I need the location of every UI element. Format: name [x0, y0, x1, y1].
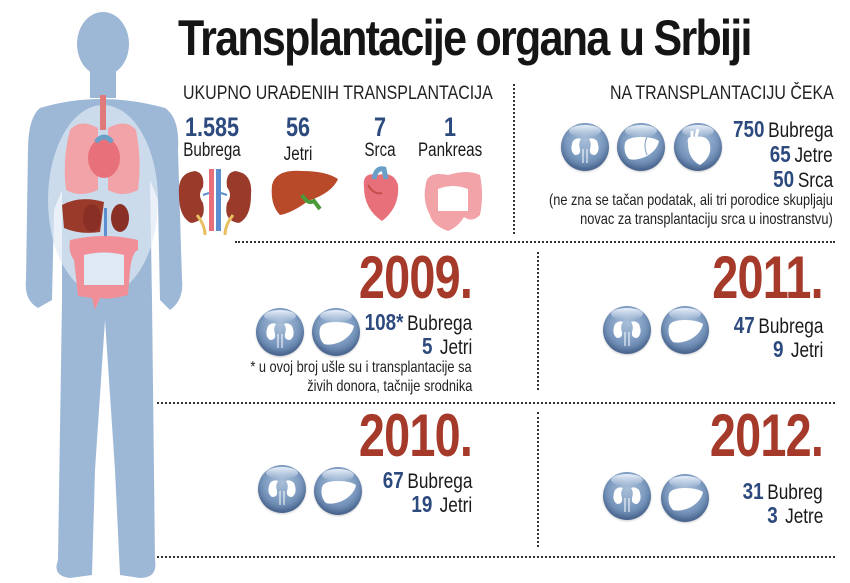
- kidney-bubble-icon: [561, 123, 609, 171]
- divider-vertical-top: [513, 84, 515, 234]
- page-title: Transplantacije organa u Srbiji: [178, 10, 752, 66]
- heart-icon: [363, 166, 399, 221]
- waiting-hearts: 50 Srca: [772, 166, 833, 192]
- 2010-livers: 19 Jetri: [411, 491, 472, 517]
- divider-horizontal-3: [157, 556, 835, 558]
- 2012-livers: 3 Jetre: [766, 502, 823, 528]
- 2009-livers: 5 Jetri: [421, 333, 472, 359]
- waiting-kidneys: 750 Bubrega: [732, 116, 833, 142]
- kidney-bubble-icon: [258, 465, 306, 513]
- intestine-icon: [424, 172, 482, 231]
- liver-bubble-icon: [314, 467, 362, 515]
- divider-vertical-middle: [537, 252, 539, 390]
- waiting-list-heading: NA TRANSPLANTACIJU ČEKA: [610, 83, 834, 104]
- waiting-note-line1: (ne zna se tačan podatak, ali tri porodi…: [549, 192, 833, 209]
- 2009-note-line2: živih donora, tačnije srodnika: [306, 378, 472, 395]
- divider-horizontal-1: [235, 241, 835, 243]
- total-transplants-heading: UKUPNO URAĐENIH TRANSPLANTACIJA: [183, 83, 493, 104]
- year-2011: 2011.: [712, 244, 823, 311]
- kidney-bubble-icon: [603, 306, 651, 354]
- 2009-kidneys: 108* Bubrega: [364, 309, 472, 335]
- heart-bubble-icon: [674, 123, 722, 171]
- kidney-icon: [178, 169, 252, 235]
- kidney-left: [83, 204, 101, 232]
- kidney-bubble-icon: [603, 472, 651, 520]
- liver-bubble-icon: [617, 123, 665, 171]
- liver-bubble-icon: [661, 306, 709, 354]
- waiting-note-line2: novac za transplantaciju srca u inostran…: [580, 211, 833, 228]
- 2011-kidneys: 47 Bubrega: [733, 312, 823, 338]
- year-2009: 2009.: [358, 244, 473, 311]
- 2011-livers: 9 Jetri: [772, 336, 823, 362]
- 2010-kidneys: 67 Bubrega: [382, 467, 472, 493]
- liver-bubble-icon: [661, 474, 709, 522]
- waiting-livers: 65 Jetre: [770, 141, 833, 167]
- year-2012: 2012.: [709, 402, 824, 469]
- divider-vertical-bottom: [537, 412, 539, 547]
- total-livers: 56 Jetri: [283, 112, 313, 165]
- kidney-bubble-icon: [256, 308, 304, 356]
- divider-horizontal-2: [157, 402, 835, 404]
- heart: [88, 138, 120, 178]
- liver-bubble-icon: [312, 308, 360, 356]
- total-hearts: 7 Srca: [364, 112, 396, 161]
- kidney-right: [111, 204, 129, 232]
- right-lung: [108, 123, 140, 194]
- total-pancreas: 1 Pankreas: [418, 112, 483, 161]
- liver-icon: [271, 170, 338, 215]
- 2012-kidneys: 31 Bubreg: [742, 478, 823, 504]
- total-kidneys: 1.585 Bubrega: [183, 112, 241, 161]
- human-body-illustration: [25, 12, 183, 578]
- trachea: [100, 95, 106, 130]
- left-lung: [64, 123, 98, 194]
- year-2010: 2010.: [358, 402, 473, 469]
- 2009-note-line1: * u ovoj broj ušle su i transplantacije …: [250, 359, 472, 376]
